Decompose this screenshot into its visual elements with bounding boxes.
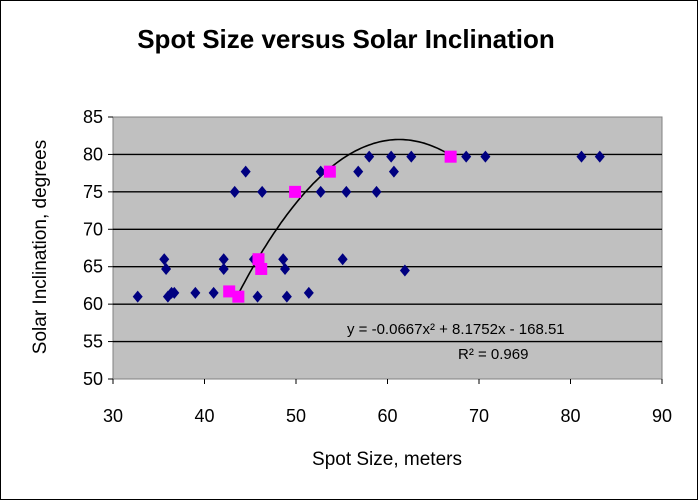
data-point-diamond (208, 286, 219, 299)
data-point-diamond (341, 185, 352, 198)
x-tick-label: 70 (469, 406, 489, 426)
y-axis: 50 55 60 65 70 75 80 85 (83, 107, 113, 389)
data-point-diamond (353, 165, 364, 178)
y-tick-label: 55 (83, 332, 103, 352)
data-point-square (252, 253, 265, 266)
data-point-diamond (161, 262, 172, 275)
data-point-diamond (388, 165, 399, 178)
data-point-diamond (480, 150, 491, 163)
data-point-square (289, 185, 302, 198)
data-point-diamond (371, 185, 382, 198)
y-tick-label: 50 (83, 369, 103, 389)
data-point-diamond (278, 253, 289, 266)
data-point-diamond (303, 286, 314, 299)
data-point-diamond (218, 253, 229, 266)
data-point-diamond (229, 185, 240, 198)
plot-area (112, 116, 663, 380)
x-tick-label: 80 (560, 406, 580, 426)
data-point-diamond (576, 150, 587, 163)
data-point-diamond (594, 150, 605, 163)
data-point-diamond (257, 185, 268, 198)
y-tick-label: 65 (83, 257, 103, 277)
data-point-diamond (406, 150, 417, 163)
data-point-diamond (169, 286, 180, 299)
data-point-square (323, 165, 336, 178)
data-point-diamond (280, 262, 291, 275)
data-point-diamond (337, 253, 348, 266)
data-point-square (255, 262, 268, 275)
data-point-diamond (159, 253, 170, 266)
y-axis-label: Solar Inclination, degrees (30, 140, 51, 354)
trendline-equation: y = -0.0667x² + 8.1752x - 168.51 (347, 321, 565, 338)
y-tick-label: 80 (83, 144, 103, 164)
data-point-diamond (386, 150, 397, 163)
data-point-diamond (399, 264, 410, 277)
x-tick-label: 50 (286, 406, 306, 426)
data-point-diamond (315, 165, 326, 178)
x-tick-label: 90 (652, 406, 672, 426)
x-axis: 30 40 50 60 70 80 90 (103, 379, 672, 426)
x-tick-label: 60 (377, 406, 397, 426)
y-tick-label: 85 (83, 107, 103, 127)
x-tick-label: 30 (103, 406, 123, 426)
data-point-diamond (364, 150, 375, 163)
data-point-square (232, 290, 245, 303)
data-point-diamond (281, 290, 292, 303)
data-point-diamond (315, 185, 326, 198)
data-point-diamond (132, 290, 143, 303)
data-point-square (223, 285, 236, 298)
data-point-diamond (218, 262, 229, 275)
series-squares (223, 150, 457, 303)
x-tick-label: 40 (194, 406, 214, 426)
y-tick-label: 70 (83, 219, 103, 239)
y-tick-label: 60 (83, 294, 103, 314)
data-point-diamond (190, 286, 201, 299)
data-point-diamond (461, 150, 472, 163)
x-axis-label: Spot Size, meters (312, 449, 462, 470)
trendline (238, 138, 452, 293)
data-point-diamond (252, 290, 263, 303)
data-point-diamond (240, 165, 251, 178)
chart-title: Spot Size versus Solar Inclination (137, 24, 555, 54)
series-diamonds (132, 150, 605, 303)
r-squared-label: R² = 0.969 (458, 346, 528, 363)
y-tick-label: 75 (83, 182, 103, 202)
data-point-square (444, 150, 457, 163)
gridlines (113, 153, 662, 343)
